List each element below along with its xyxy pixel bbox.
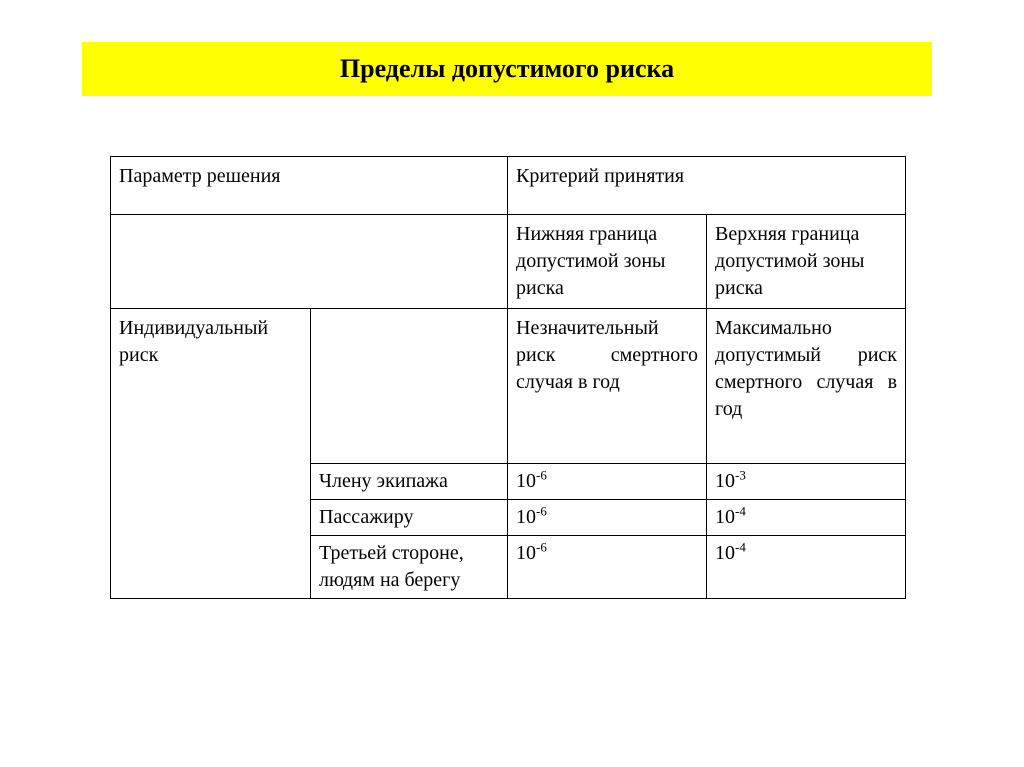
- page-title: Пределы допустимого риска: [340, 54, 674, 83]
- header-criteria: Критерий принятия: [508, 157, 906, 215]
- individual-risk-label: Индивидуальный риск: [111, 309, 311, 599]
- individual-risk-upper: Максимально допустимый риск смертного сл…: [707, 309, 906, 464]
- subheader-empty: [111, 215, 508, 309]
- row-lower-thirdparty: 10-6: [508, 536, 707, 599]
- header-parameter: Параметр решения: [111, 157, 508, 215]
- subheader-lower: Нижняя граница допустимой зоны риска: [508, 215, 707, 309]
- row-upper-crew: 10-3: [707, 464, 906, 500]
- risk-table: Параметр решения Критерий принятия Нижня…: [110, 156, 906, 599]
- row-label-crew: Члену экипажа: [311, 464, 508, 500]
- title-bar: Пределы допустимого риска: [82, 42, 932, 96]
- row-label-passenger: Пассажиру: [311, 500, 508, 536]
- individual-risk-row: Индивидуальный риск Незначительный риск …: [111, 309, 906, 464]
- individual-risk-empty: [311, 309, 508, 464]
- row-lower-crew: 10-6: [508, 464, 707, 500]
- risk-table-container: Параметр решения Критерий принятия Нижня…: [110, 156, 905, 599]
- row-upper-thirdparty: 10-4: [707, 536, 906, 599]
- table-subheader-row: Нижняя граница допустимой зоны риска Вер…: [111, 215, 906, 309]
- table-header-row: Параметр решения Критерий принятия: [111, 157, 906, 215]
- row-lower-passenger: 10-6: [508, 500, 707, 536]
- row-upper-passenger: 10-4: [707, 500, 906, 536]
- individual-risk-lower: Незначительный риск смертного случая в г…: [508, 309, 707, 464]
- subheader-upper: Верхняя граница допустимой зоны риска: [707, 215, 906, 309]
- row-label-thirdparty: Третьей стороне, людям на берегу: [311, 536, 508, 599]
